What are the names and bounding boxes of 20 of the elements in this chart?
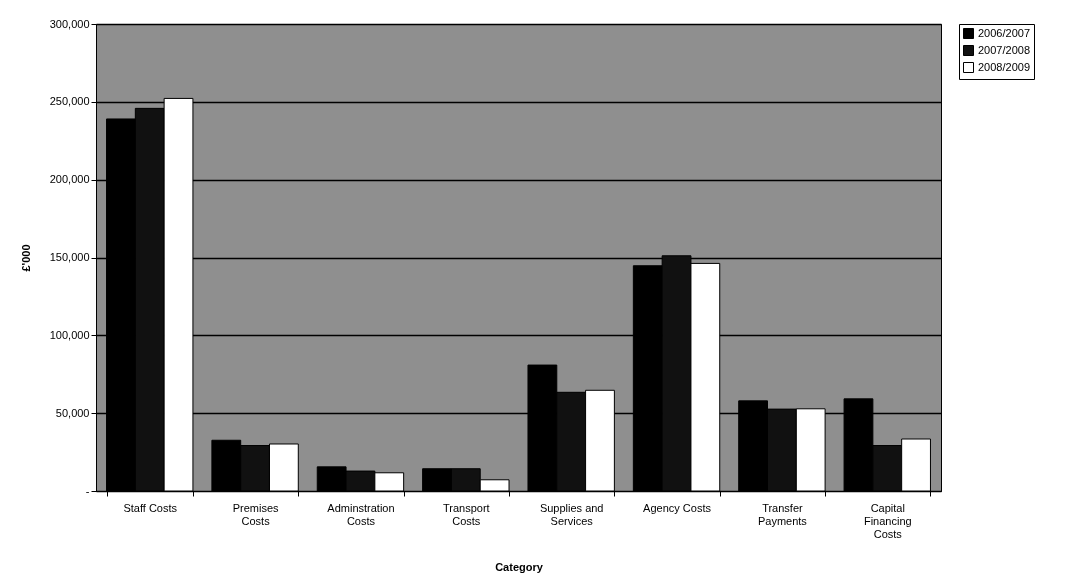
x-tick-label: Agency Costs — [643, 501, 712, 514]
x-tick-label: Adminstration Costs — [327, 501, 395, 527]
y-tick-label: 300,000 — [49, 17, 90, 30]
x-tick-label: Staff Costs — [123, 501, 178, 514]
y-tick-label: 200,000 — [49, 173, 90, 186]
x-tick-label: Supplies and Services — [539, 501, 604, 527]
x-tick-label: Transport Costs — [442, 501, 490, 527]
x-axis-title: Category — [495, 560, 544, 573]
x-tick-label: Premises Costs — [232, 501, 280, 527]
y-tick-label: 50,000 — [55, 406, 90, 419]
x-tick-label: Capital Financing Costs — [863, 501, 912, 540]
y-tick-label: - — [85, 484, 90, 497]
y-tick-label: 100,000 — [49, 328, 90, 341]
y-tick-label: 150,000 — [49, 251, 90, 263]
y-tick-label: 250,000 — [49, 95, 90, 108]
legend-label: 2008/2009 — [978, 60, 1030, 73]
legend-label: 2007/2008 — [978, 43, 1030, 56]
legend-label: 2006/2007 — [978, 26, 1030, 39]
x-tick-label: Transfer Payments — [757, 501, 808, 527]
y-axis-title: £'000 — [19, 244, 32, 272]
